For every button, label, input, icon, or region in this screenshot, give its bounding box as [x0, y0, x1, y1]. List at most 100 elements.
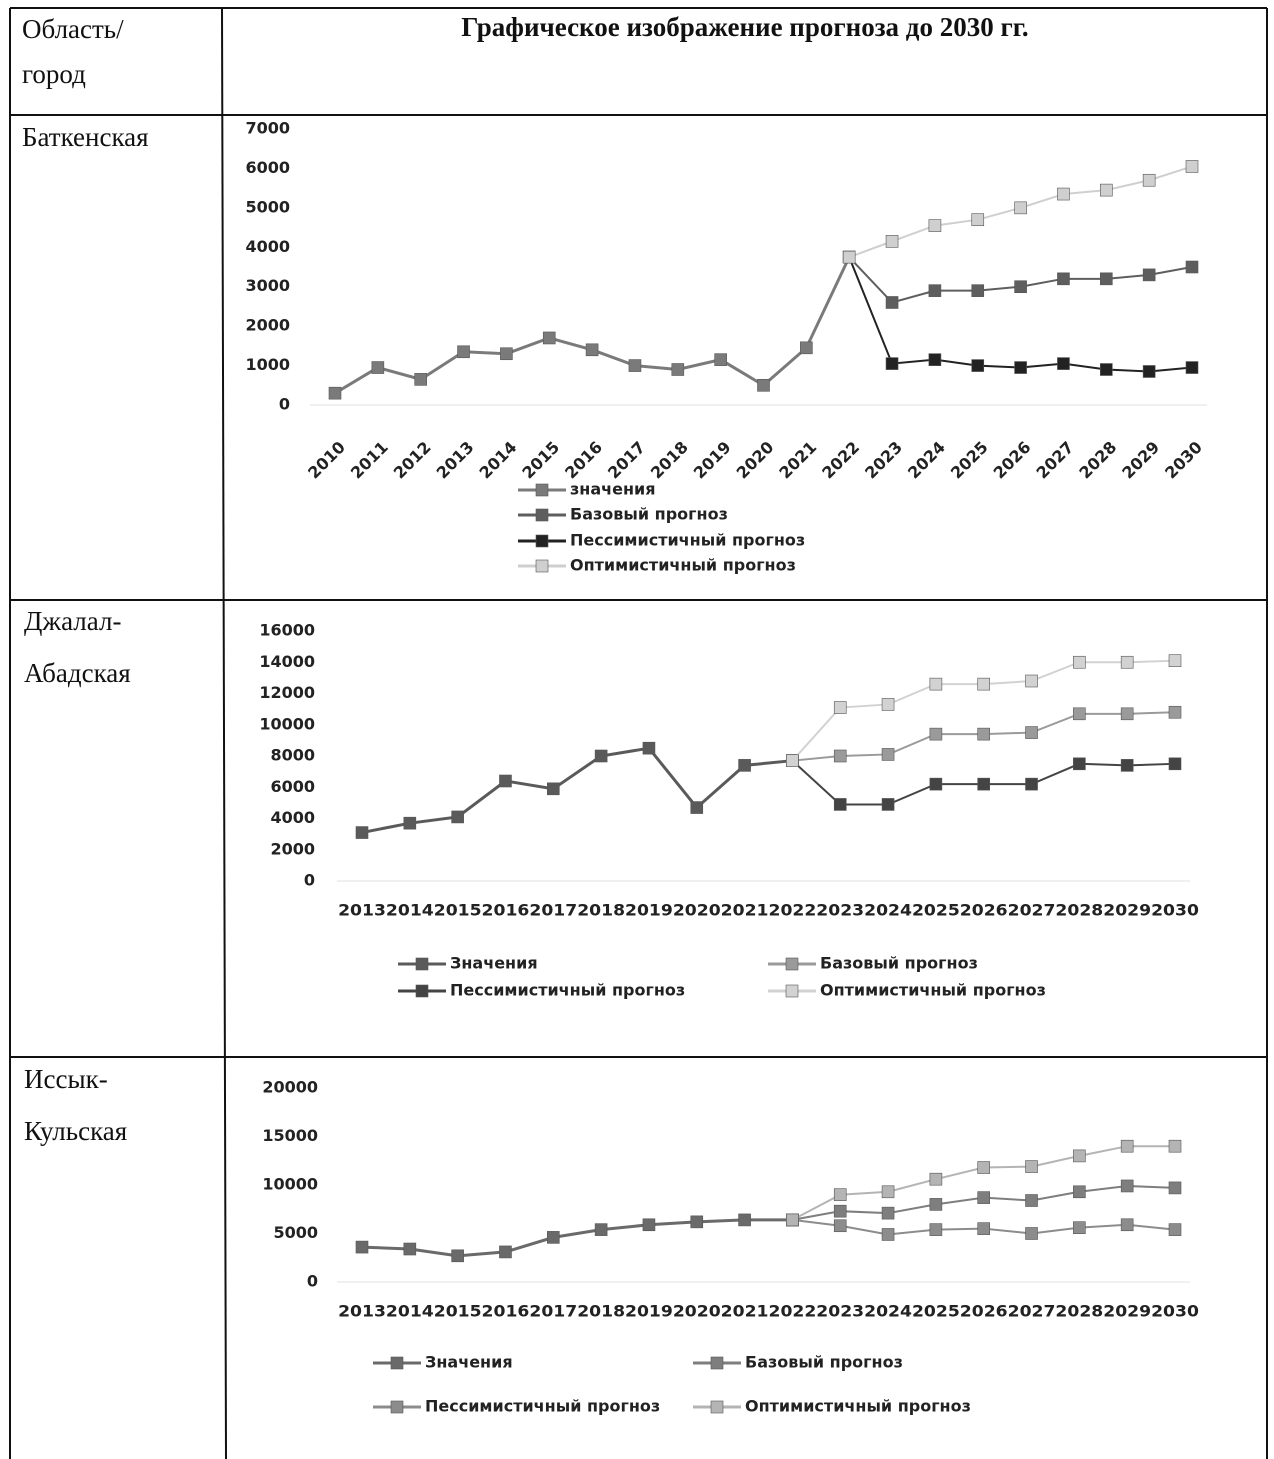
data-point [833, 1204, 847, 1218]
data-point [1185, 361, 1199, 374]
data-point [833, 1188, 847, 1201]
legend-label: Значения [425, 1353, 513, 1372]
data-point [642, 741, 656, 755]
data-point [1025, 1194, 1038, 1207]
legend-label: Базовый прогноз [820, 954, 978, 973]
data-point [585, 343, 599, 357]
legend-label: Пессимистичный прогноз [450, 981, 685, 1000]
data-point [414, 373, 428, 386]
y-tick-label: 2000 [270, 839, 315, 858]
data-point [929, 727, 943, 741]
y-tick-label: 4000 [270, 808, 315, 827]
header-cell: Область/город [22, 14, 124, 89]
data-point [355, 826, 369, 839]
data-point [328, 386, 342, 400]
data-point [1014, 201, 1027, 215]
y-tick-label: 3000 [245, 276, 290, 295]
data-point [977, 1191, 991, 1204]
y-tick-label: 6000 [270, 777, 315, 796]
x-tick-label: 2030 [1151, 901, 1199, 920]
x-tick-label: 2019 [625, 901, 673, 920]
data-point [1120, 1179, 1134, 1193]
data-point [1120, 1218, 1134, 1232]
data-point [977, 1222, 991, 1235]
x-tick-label: 2018 [577, 901, 625, 920]
data-point [1073, 655, 1086, 669]
data-point [1014, 280, 1027, 294]
data-point [929, 1198, 943, 1211]
data-point [671, 363, 685, 376]
x-tick-label: 2017 [529, 1302, 577, 1321]
x-tick-label: 2020 [673, 1302, 721, 1321]
x-tick-label: 2024 [864, 901, 912, 920]
data-point [929, 1223, 943, 1236]
header-cell: Графическое изображение прогноза до 2030… [461, 12, 1028, 42]
legend-marker [390, 1400, 404, 1414]
data-point [738, 759, 751, 772]
y-tick-label: 6000 [245, 158, 290, 177]
data-point [1073, 757, 1086, 771]
data-point [1073, 707, 1086, 721]
data-point [1168, 1223, 1182, 1236]
data-point [1185, 260, 1199, 274]
data-point [833, 1219, 847, 1233]
y-tick-label: 14000 [259, 652, 315, 671]
y-tick-label: 4000 [245, 237, 290, 256]
data-point [1025, 674, 1038, 688]
data-point [499, 1245, 512, 1259]
data-point [971, 284, 985, 297]
data-point [885, 296, 899, 309]
x-tick-label: 2023 [816, 901, 864, 920]
y-tick-label: 8000 [270, 746, 315, 765]
data-point [500, 347, 513, 361]
y-tick-label: 5000 [245, 197, 290, 216]
data-point [881, 1206, 895, 1220]
data-point [971, 359, 985, 372]
y-tick-label: 15000 [262, 1126, 318, 1145]
y-tick-label: 20000 [262, 1078, 318, 1097]
data-point [628, 359, 642, 372]
legend-marker [785, 957, 799, 971]
data-point [1120, 759, 1134, 772]
y-tick-label: 0 [304, 871, 315, 890]
legend-marker [535, 483, 549, 497]
data-point [977, 727, 991, 741]
data-point [542, 331, 556, 345]
legend-label: Пессимистичный прогноз [425, 1397, 660, 1416]
data-point [738, 1213, 751, 1227]
x-tick-label: 2014 [386, 901, 434, 920]
data-point [833, 701, 847, 714]
data-point [833, 798, 847, 811]
legend-label: Оптимистичный прогноз [820, 981, 1046, 1000]
table-border [221, 7, 227, 1459]
x-tick-label: 2028 [1055, 1302, 1103, 1321]
y-tick-label: 5000 [273, 1223, 318, 1242]
row-label: Баткенская [22, 122, 149, 152]
data-point [714, 353, 727, 366]
x-tick-label: 2026 [960, 901, 1008, 920]
data-point [928, 353, 942, 366]
data-point [1168, 1139, 1182, 1153]
x-tick-label: 2027 [1008, 901, 1056, 920]
data-point [928, 219, 942, 232]
data-point [928, 284, 942, 297]
data-point [1168, 1181, 1182, 1195]
data-point [929, 677, 943, 691]
x-tick-label: 2020 [673, 901, 721, 920]
x-tick-label: 2016 [482, 1302, 530, 1321]
legend-label: Базовый прогноз [570, 505, 728, 524]
x-tick-label: 2024 [864, 1302, 912, 1321]
data-point [546, 782, 560, 796]
data-point [1168, 654, 1182, 667]
legend-marker [710, 1356, 724, 1370]
x-tick-label: 2021 [721, 1302, 769, 1321]
data-point [403, 1242, 417, 1256]
y-tick-label: 1000 [245, 355, 290, 374]
legend-label: Оптимистичный прогноз [745, 1397, 971, 1416]
data-point [1120, 1139, 1134, 1153]
data-point [977, 1161, 991, 1174]
data-point [1168, 757, 1182, 771]
legend-label: Базовый прогноз [745, 1353, 903, 1372]
data-point [1057, 187, 1070, 201]
